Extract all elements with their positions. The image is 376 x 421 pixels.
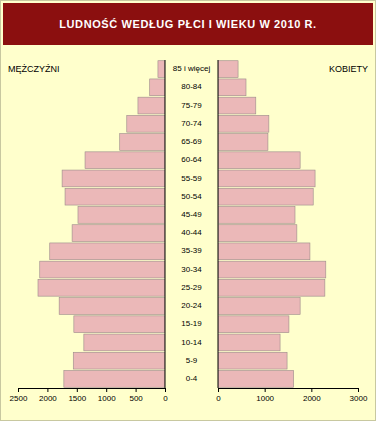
category-label: 70-74 xyxy=(181,119,202,128)
tick: 3000 xyxy=(350,388,368,403)
bar xyxy=(218,243,310,260)
tick-label: 1000 xyxy=(256,394,274,403)
tick: 500 xyxy=(129,388,143,403)
category-label: 75-79 xyxy=(181,101,202,110)
bar xyxy=(78,207,165,224)
category-label: 10-14 xyxy=(181,338,202,347)
bar xyxy=(64,371,165,388)
category-label: 85 i więcej xyxy=(173,64,211,73)
category-label: 0-4 xyxy=(186,374,198,383)
bar xyxy=(127,115,165,132)
bar xyxy=(65,188,165,205)
category-label: 60-64 xyxy=(181,155,202,164)
category-label: 25-29 xyxy=(181,283,202,292)
axis-line xyxy=(19,389,166,393)
bar xyxy=(218,188,313,205)
tick-mark xyxy=(136,388,137,392)
bar xyxy=(218,134,268,151)
title: LUDNOŚĆ WEDŁUG PŁCI I WIEKU W 2010 R. xyxy=(59,18,317,30)
bar xyxy=(50,243,165,260)
bar xyxy=(218,115,269,132)
tick-label: 1500 xyxy=(68,394,86,403)
bar xyxy=(218,225,297,242)
category-label: 80-84 xyxy=(181,82,202,91)
tick-label: 1000 xyxy=(98,394,116,403)
bar xyxy=(158,61,165,78)
tick: 2000 xyxy=(39,388,57,403)
tick-mark xyxy=(18,388,19,392)
zero-line xyxy=(165,60,166,388)
bar xyxy=(218,298,300,315)
tick-mark xyxy=(265,388,266,392)
bar xyxy=(84,334,165,351)
category-label: 40-44 xyxy=(181,228,202,237)
tick-label: 0 xyxy=(163,394,168,403)
bar xyxy=(218,61,238,78)
tick-label: 2000 xyxy=(39,394,57,403)
tick-label: 0 xyxy=(216,394,221,403)
tick: 2500 xyxy=(10,388,28,403)
bar xyxy=(218,97,256,114)
tick: 0 xyxy=(163,388,168,403)
bar xyxy=(62,170,165,187)
category-label: 50-54 xyxy=(181,192,202,201)
x-axis: 0 1000 2000 3000 xyxy=(216,388,368,403)
series-label: KOBIETY xyxy=(329,64,368,74)
axis-line xyxy=(219,389,359,393)
tick-label: 3000 xyxy=(350,394,368,403)
tick: 2000 xyxy=(303,388,321,403)
bar xyxy=(150,79,165,96)
bar xyxy=(138,97,165,114)
tick-label: 2000 xyxy=(303,394,321,403)
tick-label: 500 xyxy=(129,394,143,403)
tick-mark xyxy=(165,388,166,392)
bars xyxy=(38,61,165,388)
tick: 1500 xyxy=(68,388,86,403)
bar xyxy=(218,261,326,278)
bar xyxy=(218,79,246,96)
category-label: 30-34 xyxy=(181,265,202,274)
category-label: 45-49 xyxy=(181,210,202,219)
category-label: 15-19 xyxy=(181,319,202,328)
category-label: 5-9 xyxy=(186,356,198,365)
tick: 1000 xyxy=(256,388,274,403)
title-banner xyxy=(3,3,373,45)
bar xyxy=(74,316,165,333)
bar xyxy=(218,279,325,296)
category-label: 55-59 xyxy=(181,174,202,183)
chart: LUDNOŚĆ WEDŁUG PŁCI I WIEKU W 2010 R. MĘŻ… xyxy=(0,0,376,421)
bars xyxy=(218,61,326,388)
background xyxy=(1,1,376,421)
zero-line xyxy=(218,60,219,388)
bar xyxy=(38,279,165,296)
bar xyxy=(40,261,165,278)
category-label: 20-24 xyxy=(181,301,202,310)
category-label: 65-69 xyxy=(181,137,202,146)
bar xyxy=(85,152,165,169)
bar xyxy=(218,316,289,333)
bar xyxy=(218,371,294,388)
tick-mark xyxy=(311,388,312,392)
tick-mark xyxy=(218,388,219,392)
x-axis: 2500 2000 1500 1000 500 0 xyxy=(10,388,169,403)
category-label: 35-39 xyxy=(181,246,202,255)
tick: 1000 xyxy=(98,388,116,403)
tick-label: 2500 xyxy=(10,394,28,403)
bar xyxy=(72,225,165,242)
bar xyxy=(218,334,280,351)
tick-mark xyxy=(47,388,48,392)
bar xyxy=(73,352,165,369)
bar xyxy=(218,352,287,369)
tick-mark xyxy=(358,388,359,392)
tick: 0 xyxy=(216,388,221,403)
bar xyxy=(120,134,165,151)
series-label: MĘŻCZYŹNI xyxy=(8,64,60,74)
bar xyxy=(218,152,300,169)
tick-mark xyxy=(106,388,107,392)
bar xyxy=(218,207,295,224)
bar xyxy=(59,298,165,315)
tick-mark xyxy=(77,388,78,392)
bar xyxy=(218,170,315,187)
